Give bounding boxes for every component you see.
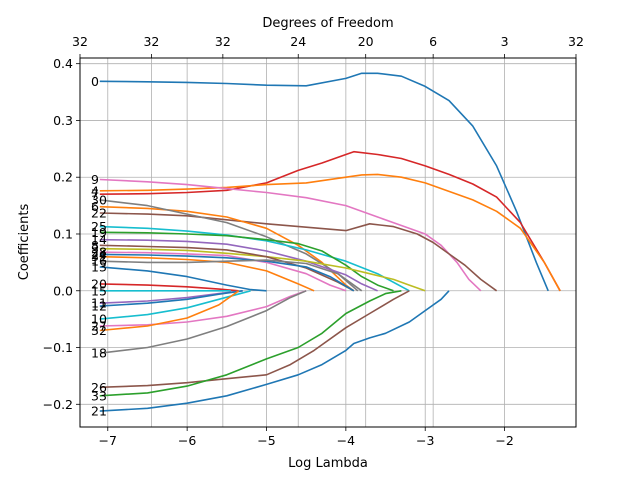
top-tick-label: 20 <box>358 34 374 49</box>
y-tick-label: 0.4 <box>53 56 73 71</box>
top-tick-label: 24 <box>290 34 306 49</box>
series-label-11: 11 <box>91 296 107 311</box>
series-line-7 <box>99 150 561 292</box>
series-line-26 <box>99 290 410 389</box>
series-label-7: 7 <box>91 187 99 202</box>
top-tick-label: 32 <box>72 34 88 49</box>
series-line-6 <box>99 205 355 292</box>
series-line-21 <box>99 290 450 412</box>
y-axis-label: Coefficients <box>17 204 32 281</box>
x-tick-label: −3 <box>416 433 434 448</box>
top-tick-label: 32 <box>215 34 231 49</box>
series-line-13 <box>99 266 267 292</box>
series-line-25 <box>99 225 410 292</box>
series-label-33: 33 <box>91 388 107 403</box>
series-label-16: 16 <box>91 254 107 269</box>
y-tick-label: 0.0 <box>53 283 73 298</box>
series-label-25: 25 <box>91 219 107 234</box>
series-line-12 <box>99 290 243 307</box>
series-label-8: 8 <box>91 238 99 253</box>
top-tick-label: 32 <box>143 34 159 49</box>
top-tick-label: 32 <box>568 34 584 49</box>
series-line-9 <box>99 178 482 292</box>
series-label-19: 19 <box>91 225 107 240</box>
series-label-21: 21 <box>91 404 107 419</box>
series-label-28: 28 <box>91 245 107 260</box>
x-tick-label: −2 <box>495 433 513 448</box>
series-line-33 <box>99 290 402 397</box>
series-label-6: 6 <box>91 199 99 214</box>
y-tick-label: 0.2 <box>53 170 73 185</box>
x-tick-label: −4 <box>337 433 355 448</box>
x-tick-label: −5 <box>257 433 275 448</box>
top-axis-label: Degrees of Freedom <box>262 16 393 31</box>
series-label-12: 12 <box>91 299 107 314</box>
x-tick-label: −7 <box>99 433 117 448</box>
series-lines <box>99 72 561 412</box>
plot-background <box>80 58 576 427</box>
series-label-20: 20 <box>91 276 107 291</box>
series-line-16 <box>99 259 363 292</box>
series-end-labels: 0749226302519143828243116132015111210273… <box>91 74 107 419</box>
y-tick-label: 0.1 <box>53 226 73 241</box>
series-line-18 <box>99 290 307 354</box>
series-label-14: 14 <box>91 232 107 247</box>
series-label-15: 15 <box>91 283 107 298</box>
series-line-0 <box>99 72 549 292</box>
x-tick-label: −6 <box>178 433 196 448</box>
series-line-3 <box>99 247 426 292</box>
series-label-27: 27 <box>91 318 107 333</box>
y-tick-label: −0.2 <box>43 397 73 412</box>
series-line-19 <box>99 231 394 292</box>
series-line-27 <box>99 290 307 327</box>
top-tick-label: 6 <box>429 34 437 49</box>
series-label-4: 4 <box>91 183 99 198</box>
y-tick-label: 0.3 <box>53 113 73 128</box>
series-label-32: 32 <box>91 323 107 338</box>
series-line-32 <box>99 290 240 332</box>
y-tick-label: −0.1 <box>43 340 73 355</box>
series-line-24 <box>99 253 355 292</box>
x-axis-label: Log Lambda <box>288 456 368 471</box>
plot-frame <box>79 57 577 428</box>
series-label-0: 0 <box>91 74 99 89</box>
x-axis-ticks: −7 −6 −5 −4 −3 −2 <box>99 427 514 448</box>
series-label-10: 10 <box>91 312 107 327</box>
series-line-20 <box>99 283 239 292</box>
top-tick-label: 3 <box>501 34 509 49</box>
series-label-18: 18 <box>91 346 107 361</box>
y-axis-ticks: −0.2 −0.1 0.0 0.1 0.2 0.3 0.4 <box>43 56 80 412</box>
series-label-22: 22 <box>91 205 107 220</box>
series-label-26: 26 <box>91 380 107 395</box>
series-line-14 <box>99 238 378 292</box>
series-line-8 <box>99 244 355 292</box>
series-label-9: 9 <box>91 172 99 187</box>
series-label-24: 24 <box>91 247 107 262</box>
top-axis-ticks: 32 32 32 24 20 6 3 32 <box>72 34 584 58</box>
series-label-31: 31 <box>91 249 107 264</box>
series-line-31 <box>99 255 315 292</box>
series-label-13: 13 <box>91 259 107 274</box>
series-label-3: 3 <box>91 241 99 256</box>
series-label-30: 30 <box>91 192 107 207</box>
